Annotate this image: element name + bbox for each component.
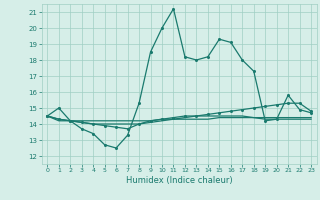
X-axis label: Humidex (Indice chaleur): Humidex (Indice chaleur) xyxy=(126,176,233,185)
